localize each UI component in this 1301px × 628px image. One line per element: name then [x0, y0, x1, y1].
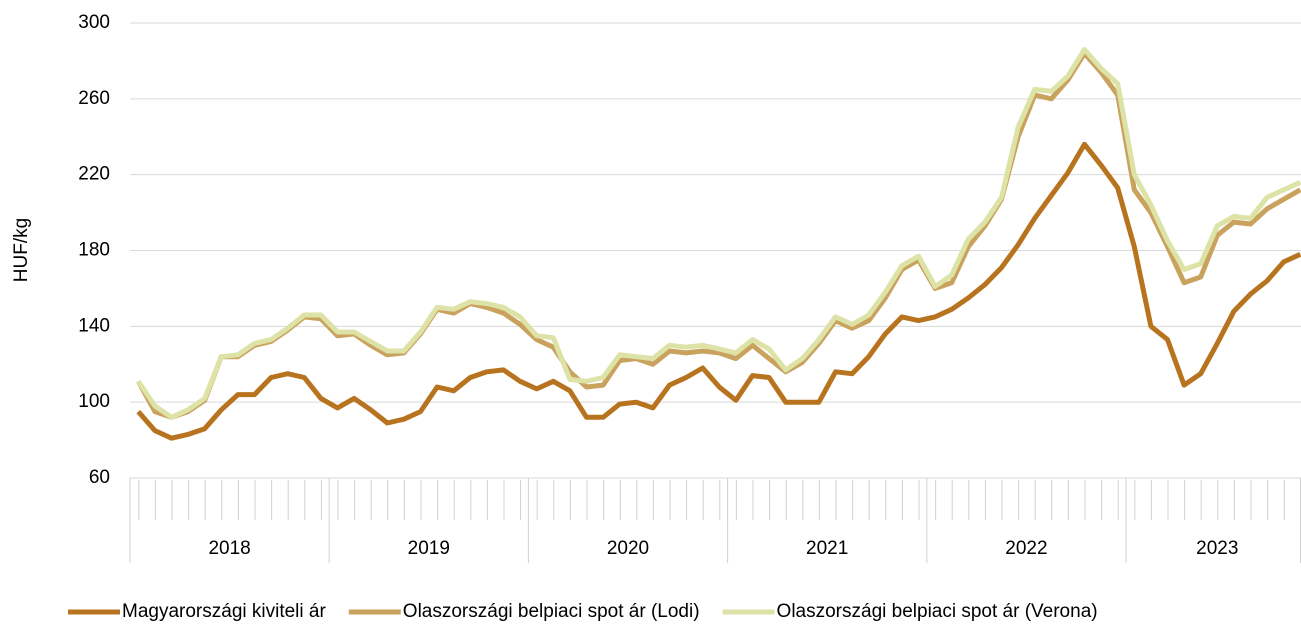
y-tick-label: 260: [78, 88, 110, 109]
y-tick-label: 100: [78, 391, 110, 412]
y-tick-label: 180: [78, 240, 110, 261]
y-tick-label: 140: [78, 315, 110, 336]
y-tick-label: 220: [78, 164, 110, 185]
y-tick-label: 60: [89, 467, 110, 488]
series-line: [136, 50, 1301, 420]
series-line: [136, 141, 1301, 441]
legend-label: Magyarországi kiviteli ár: [122, 601, 326, 622]
x-tick-label: 2018: [208, 538, 250, 559]
legend-label: Olaszországi belpiaci spot ár (Lodi): [403, 601, 700, 622]
x-tick-label: 2022: [1005, 538, 1047, 559]
x-tick-label: 2020: [607, 538, 649, 559]
series-line: [136, 47, 1301, 420]
x-tick-label: 2021: [806, 538, 848, 559]
legend-label: Olaszországi belpiaci spot ár (Verona): [777, 601, 1098, 622]
x-tick-label: 2019: [408, 538, 450, 559]
y-tick-label: 300: [78, 12, 110, 33]
x-tick-label: 2023: [1196, 538, 1238, 559]
y-axis-label: HUF/kg: [11, 218, 32, 282]
